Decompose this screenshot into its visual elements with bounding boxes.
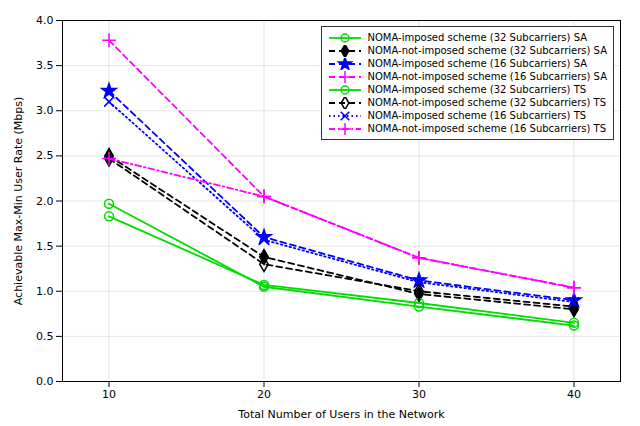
html-text:NOMA-imposed scheme (16 Subcar: NOMA-imposed scheme (16 Subcarriers) SA bbox=[367, 58, 587, 69]
html-text:NOMA-imposed scheme (32 Subcar: NOMA-imposed scheme (32 Subcarriers) TS bbox=[367, 84, 587, 95]
svg-text:4.0: 4.0 bbox=[36, 14, 54, 27]
svg-text:20: 20 bbox=[257, 388, 271, 401]
svg-text:Achievable Max-Min User Rate (: Achievable Max-Min User Rate (Mbps) bbox=[12, 97, 25, 306]
svg-text:3.0: 3.0 bbox=[36, 104, 54, 117]
svg-text:30: 30 bbox=[412, 388, 426, 401]
svg-text:10: 10 bbox=[102, 388, 116, 401]
svg-text:2.5: 2.5 bbox=[36, 149, 54, 162]
svg-text:Total Number of Users in the N: Total Number of Users in the Network bbox=[237, 408, 445, 421]
svg-text:3.5: 3.5 bbox=[36, 59, 54, 72]
svg-text:1.5: 1.5 bbox=[36, 240, 54, 253]
svg-text:0.5: 0.5 bbox=[36, 330, 54, 343]
html-text:NOMA-not-imposed scheme (32 Su: NOMA-not-imposed scheme (32 Subcarriers)… bbox=[367, 97, 607, 108]
svg-text:40: 40 bbox=[567, 388, 581, 401]
html-text:NOMA-not-imposed scheme (16 Su: NOMA-not-imposed scheme (16 Subcarriers)… bbox=[367, 123, 607, 134]
svg-text:0.0: 0.0 bbox=[36, 375, 54, 388]
svg-text:1.0: 1.0 bbox=[36, 285, 54, 298]
svg-text:2.0: 2.0 bbox=[36, 195, 54, 208]
html-text:NOMA-imposed scheme (16 Subcar: NOMA-imposed scheme (16 Subcarriers) TS bbox=[367, 110, 587, 121]
html-text:NOMA-not-imposed scheme (32 Su: NOMA-not-imposed scheme (32 Subcarriers)… bbox=[367, 45, 607, 56]
html-text:NOMA-not-imposed scheme (16 Su: NOMA-not-imposed scheme (16 Subcarriers)… bbox=[367, 71, 607, 82]
html-text:NOMA-imposed scheme (32 Subcar: NOMA-imposed scheme (32 Subcarriers) SA bbox=[367, 32, 587, 43]
